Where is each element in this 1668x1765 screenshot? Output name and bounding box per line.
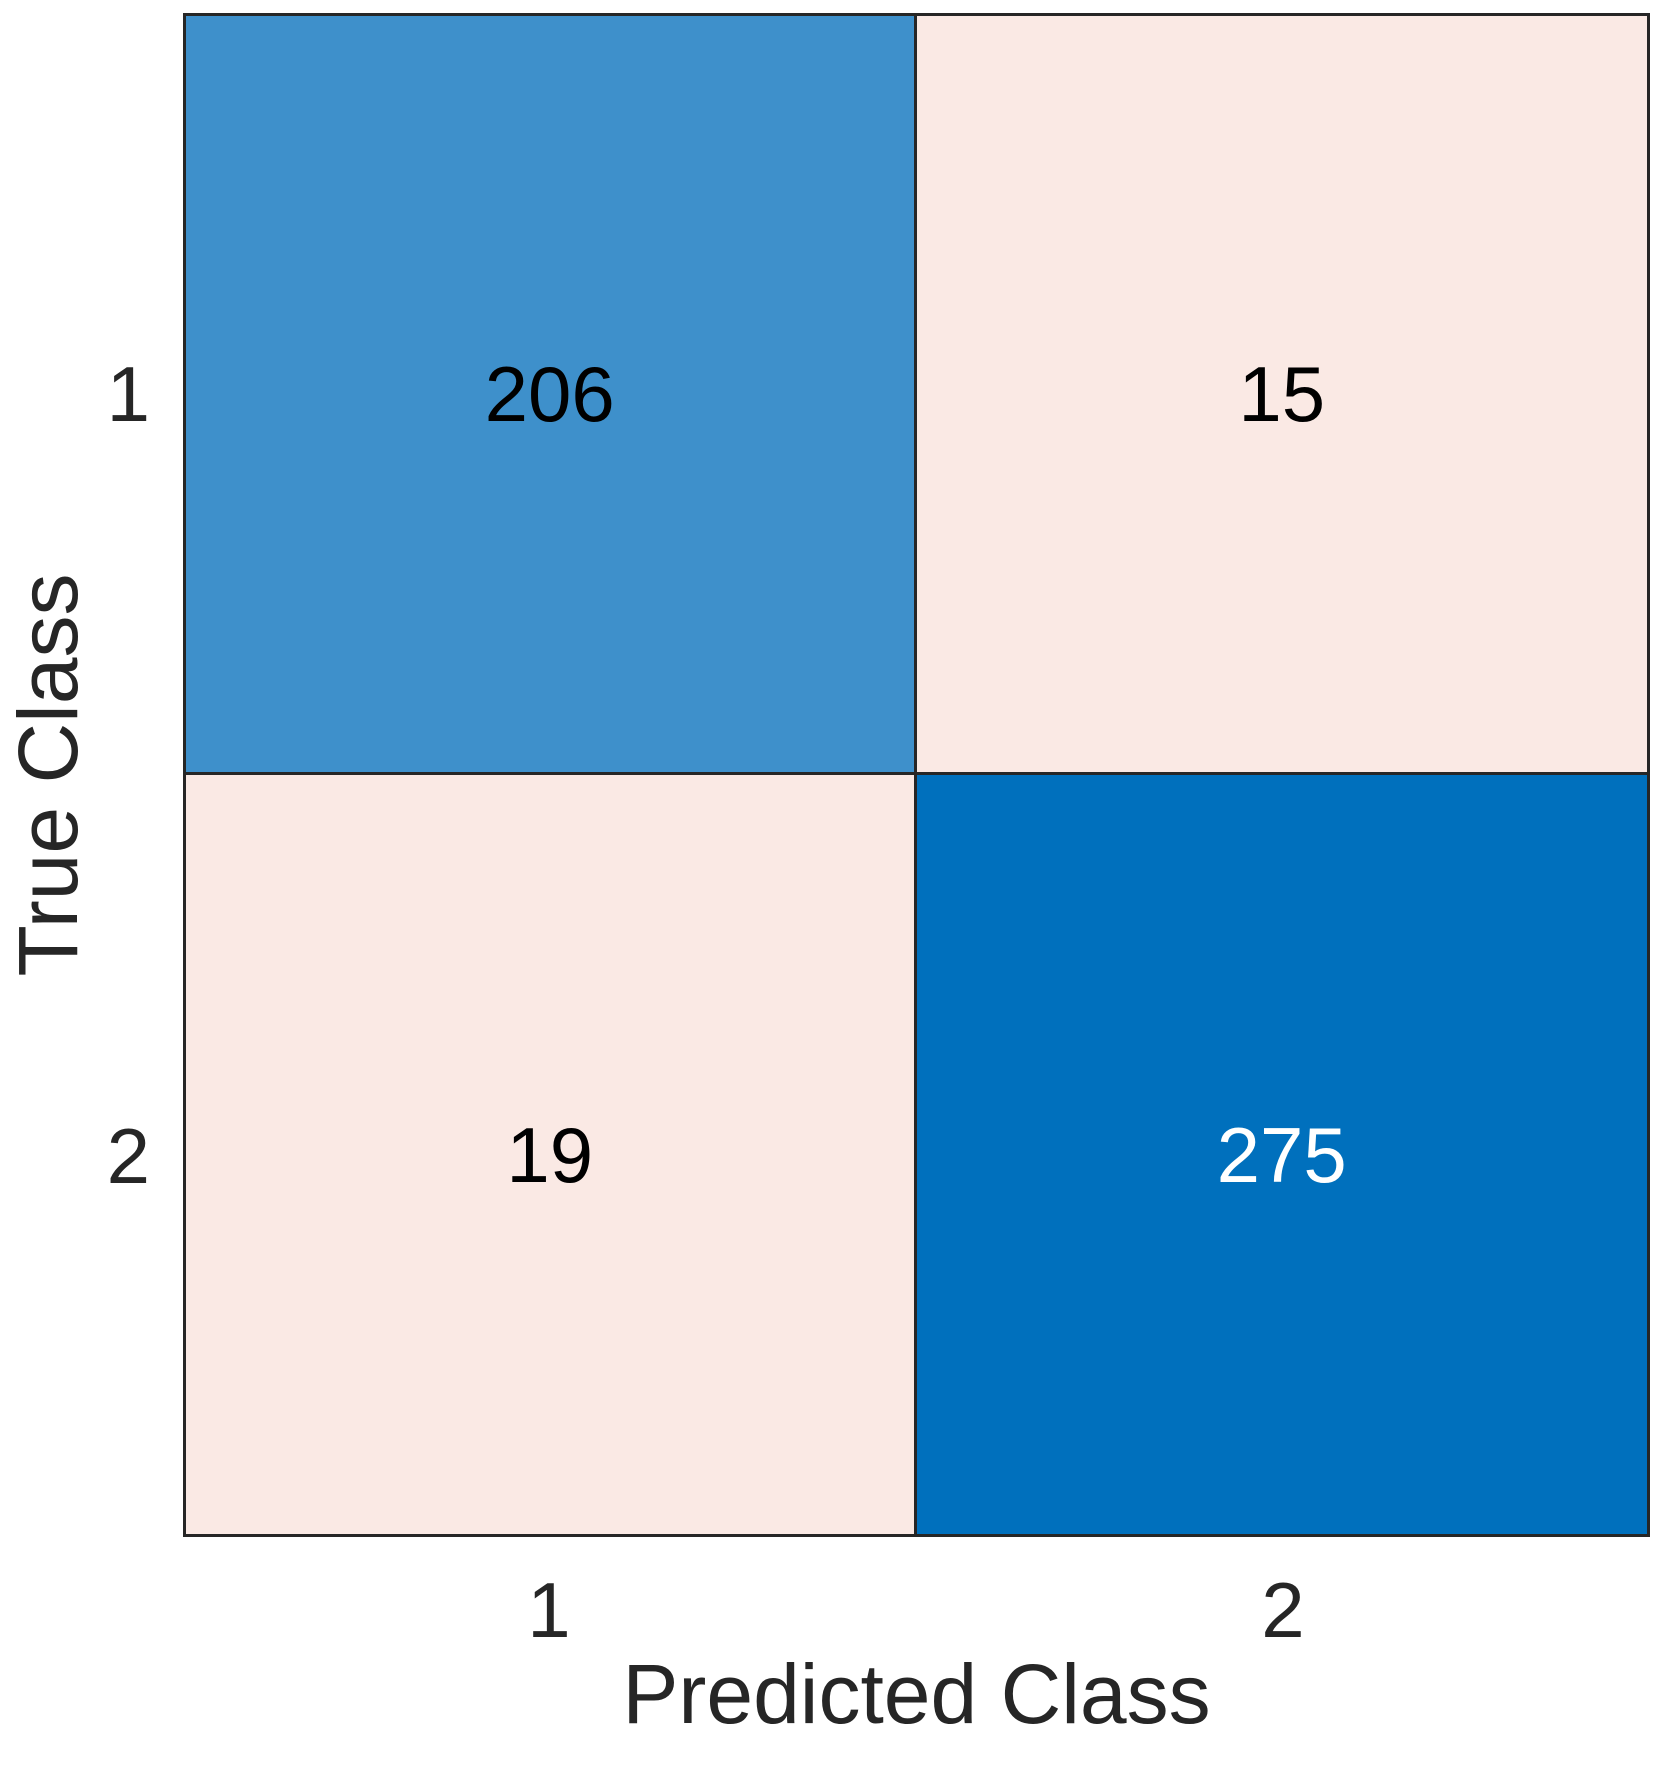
y-axis-label: True Class bbox=[1, 573, 95, 977]
matrix-plot-area: 206 15 19 275 bbox=[183, 13, 1650, 1537]
cell-value-true1-pred2: 15 bbox=[1238, 350, 1326, 438]
cell-value-true2-pred2: 275 bbox=[1216, 1110, 1347, 1199]
x-tick-label-1: 1 bbox=[527, 1566, 571, 1654]
cell-true2-pred1: 19 bbox=[186, 775, 917, 1534]
y-tick-label-1: 1 bbox=[106, 350, 150, 438]
cell-true1-pred2: 15 bbox=[916, 16, 1647, 775]
cell-value-true1-pred1: 206 bbox=[484, 350, 615, 438]
cell-true1-pred1: 206 bbox=[186, 16, 917, 775]
x-axis-label: Predicted Class bbox=[622, 1647, 1211, 1741]
cell-value-true2-pred1: 19 bbox=[506, 1110, 594, 1199]
y-tick-label-2: 2 bbox=[106, 1112, 150, 1200]
cell-true2-pred2: 275 bbox=[916, 775, 1647, 1534]
x-tick-label-2: 2 bbox=[1261, 1566, 1305, 1654]
